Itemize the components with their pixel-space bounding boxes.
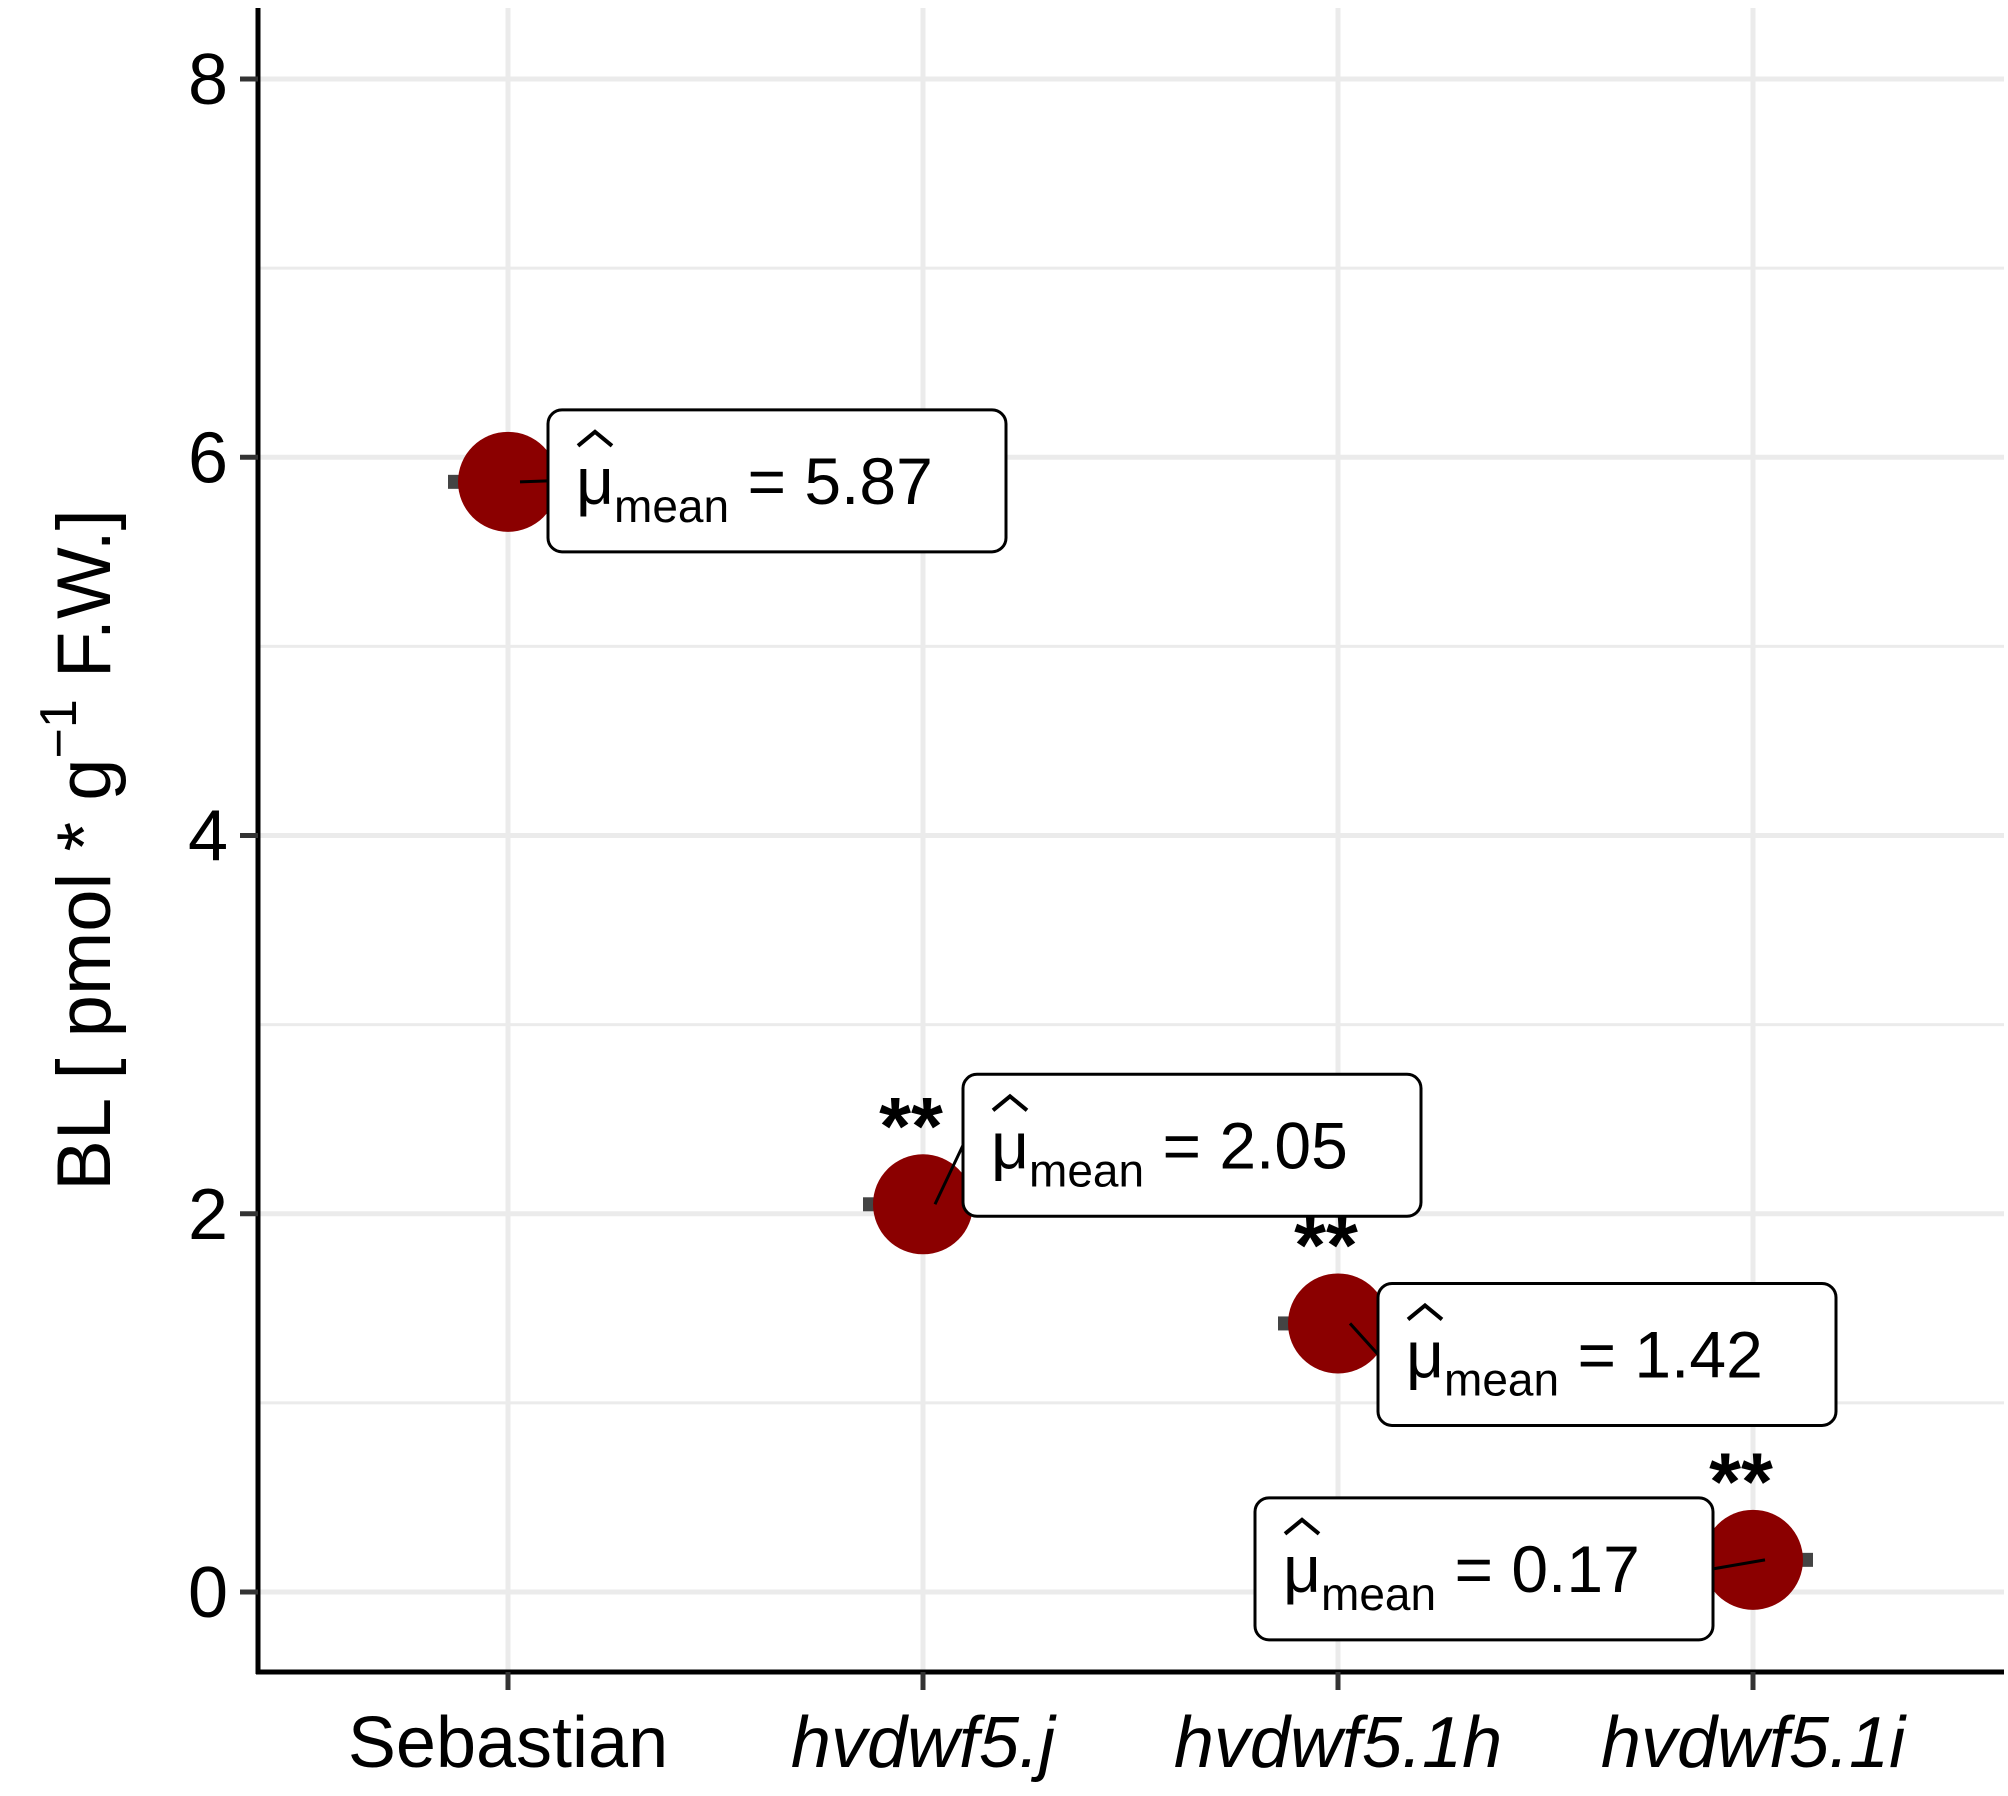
label-connector [1348, 1322, 1380, 1356]
y-tick-label: 4 [188, 797, 228, 877]
axes [255, 8, 2004, 1675]
label-connector [1712, 1558, 1766, 1571]
data-point [1288, 1273, 1388, 1374]
hat-icon [576, 429, 614, 448]
label-text: μmean = 1.42 [1406, 1317, 1763, 1405]
x-ticks: Sebastian hvdwf5.j hvdwf5.1h hvdwf5.1i [348, 1672, 1907, 1783]
data-point-group [448, 431, 558, 532]
y-tick-label: 8 [188, 40, 228, 120]
mean-label: μmean = 5.87 [519, 408, 1008, 554]
label-connector [519, 479, 549, 484]
y-tick-label: 0 [188, 1553, 228, 1633]
data-point-group: ** [1703, 1437, 1813, 1610]
annotations: μmean = 5.87 μmean = 2.05 μmean = 1.42 μmea… [519, 408, 1838, 1642]
x-tick-label: Sebastian [348, 1703, 668, 1783]
data-point-group: ** [863, 1081, 973, 1255]
label-box [1253, 1496, 1715, 1642]
label-text: μmean = 0.17 [1283, 1532, 1640, 1620]
label-text: μmean = 5.87 [576, 444, 933, 532]
mean-label: μmean = 1.42 [1348, 1281, 1838, 1427]
data-point [1703, 1509, 1803, 1610]
mean-label: μmean = 0.17 [1253, 1496, 1766, 1642]
significance-label: ** [879, 1081, 943, 1172]
x-tick-label: hvdwf5.j [791, 1703, 1057, 1783]
y-tick-label: 2 [188, 1175, 228, 1255]
x-tick-label: hvdwf5.1i [1601, 1703, 1907, 1783]
data-marks: ** ** ** [448, 431, 1813, 1610]
data-point [458, 431, 558, 532]
mean-label: μmean = 2.05 [933, 1072, 1423, 1218]
hat-icon [1406, 1302, 1444, 1321]
y-tick-label: 6 [188, 418, 228, 498]
label-connector [933, 1144, 965, 1205]
label-text: μmean = 2.05 [991, 1108, 1348, 1196]
hat-icon [1283, 1517, 1321, 1536]
y-axis-label: BL [ pmol * g−1 F.W.] [30, 509, 127, 1191]
x-tick-label: hvdwf5.1h [1174, 1703, 1502, 1783]
y-ticks: 0 2 4 6 8 [188, 40, 258, 1633]
significance-label: ** [1709, 1437, 1773, 1528]
label-box [1376, 1281, 1838, 1427]
hat-icon [991, 1093, 1029, 1112]
label-box [546, 408, 1008, 554]
label-box [961, 1072, 1423, 1218]
data-point-group: ** [1278, 1200, 1388, 1374]
